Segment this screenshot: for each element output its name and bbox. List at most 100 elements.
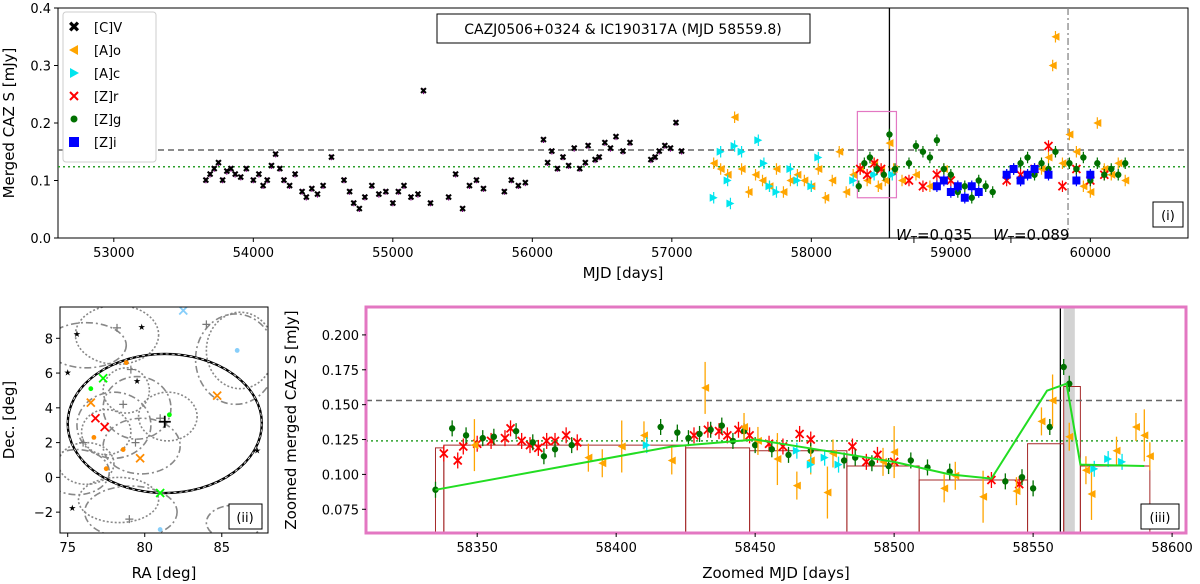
zoom-point bbox=[1012, 487, 1021, 496]
top-point: ✖ bbox=[394, 187, 402, 198]
zoom-point bbox=[517, 436, 527, 446]
top-point: ✖ bbox=[276, 164, 284, 175]
zoom-point bbox=[479, 434, 486, 442]
top-point bbox=[751, 170, 760, 179]
zoom-point bbox=[707, 426, 714, 433]
top-point: ✖ bbox=[346, 187, 354, 198]
top-point bbox=[737, 165, 746, 173]
top-point: ✖ bbox=[210, 164, 218, 175]
top-point bbox=[1009, 165, 1018, 173]
top-point bbox=[842, 188, 851, 196]
top-point bbox=[947, 171, 955, 178]
legend-item-ac: [A]c bbox=[70, 67, 120, 82]
sky-source bbox=[212, 391, 222, 401]
top-point: ✖ bbox=[606, 144, 614, 155]
top-point: ✖ bbox=[227, 164, 235, 175]
sky-grey-ellipse bbox=[102, 375, 172, 440]
zoom-ytick-label: 0.100 bbox=[322, 468, 359, 483]
top-point bbox=[1052, 148, 1059, 155]
top-point: ✖ bbox=[302, 193, 310, 204]
zoom-xtick-label: 58500 bbox=[873, 541, 914, 556]
legend-marker-ao bbox=[69, 45, 78, 55]
zoom-xlabel: Zoomed MJD [days] bbox=[702, 564, 850, 582]
zoom-point bbox=[462, 432, 470, 439]
top-point: ✖ bbox=[255, 170, 263, 181]
top-point bbox=[1086, 170, 1095, 179]
legend-label-ao: [A]o bbox=[94, 44, 121, 59]
top-ticks: 53000 54000 55000 56000 57000 58000 59000 60000… bbox=[30, 2, 1111, 261]
sky-source bbox=[86, 397, 96, 408]
top-point: ✖ bbox=[581, 158, 589, 169]
top-point bbox=[905, 160, 913, 167]
top-point: ✖ bbox=[407, 193, 415, 204]
sky-grey-cross bbox=[79, 438, 88, 447]
top-point: ✖ bbox=[565, 161, 573, 172]
sky-grey-ellipse bbox=[74, 307, 160, 366]
top-point bbox=[989, 188, 996, 196]
zoom-reference-lines bbox=[366, 399, 1186, 442]
top-point bbox=[1094, 160, 1101, 167]
top-point: ✖ bbox=[219, 175, 227, 186]
sky-source bbox=[91, 434, 97, 440]
zoom-block bbox=[443, 444, 687, 533]
top-point: ✖ bbox=[202, 175, 210, 186]
top-point bbox=[1101, 171, 1108, 178]
top-zoom-box bbox=[856, 110, 898, 199]
sky-source bbox=[120, 447, 126, 452]
top-point: ✖ bbox=[223, 167, 231, 178]
top-point bbox=[793, 176, 802, 185]
zoom-point bbox=[794, 429, 805, 439]
sky-source: ★ bbox=[133, 377, 141, 387]
sky-ytick-label: 6 bbox=[45, 367, 53, 382]
top-point bbox=[786, 176, 795, 185]
top-point bbox=[1043, 141, 1054, 151]
sky-grey-cross bbox=[202, 320, 211, 329]
sky-grey-ellipse bbox=[76, 391, 152, 460]
zoom-shaded-region bbox=[1059, 307, 1075, 533]
top-point: ✖ bbox=[308, 184, 316, 195]
zoom-point bbox=[1145, 452, 1154, 461]
top-point bbox=[1108, 165, 1115, 173]
zoom-point bbox=[740, 422, 749, 431]
top-point: ✖ bbox=[319, 181, 327, 192]
top-point: ✖ bbox=[507, 175, 515, 186]
top-point bbox=[1058, 159, 1067, 168]
zoom-point bbox=[540, 453, 548, 460]
zoom-ytick-label: 0.150 bbox=[322, 399, 359, 414]
zoom-ylabel: Zoomed merged CAZ S [mJy] bbox=[282, 310, 300, 529]
top-point bbox=[874, 182, 883, 191]
zoom-point bbox=[986, 475, 997, 485]
top-xtick-label: 60000 bbox=[1070, 246, 1111, 261]
top-point bbox=[1121, 176, 1130, 185]
top-point bbox=[1080, 154, 1087, 161]
top-point bbox=[1016, 176, 1025, 185]
top-point: ✖ bbox=[672, 118, 680, 129]
sky-map-ticks: 75 80 85 −2 0 2 4 6 8 bbox=[34, 332, 230, 556]
top-point: ✖ bbox=[368, 181, 376, 192]
zoom-point bbox=[696, 430, 703, 438]
top-point bbox=[961, 183, 968, 190]
top-point bbox=[1051, 32, 1060, 41]
top-point: ✖ bbox=[267, 161, 275, 172]
sky-source: ★ bbox=[68, 504, 76, 514]
top-point bbox=[1030, 165, 1039, 173]
zoom-point bbox=[1065, 432, 1074, 441]
legend-item-ao: [A]o bbox=[69, 44, 121, 59]
zoom-blocks bbox=[434, 386, 1151, 533]
top-point: ✖ bbox=[521, 178, 529, 189]
zoom-point bbox=[598, 459, 607, 468]
top-point bbox=[932, 182, 941, 191]
zoom-point bbox=[792, 446, 801, 455]
top-point bbox=[1017, 160, 1024, 167]
top-point bbox=[960, 193, 969, 202]
zoom-point bbox=[806, 460, 815, 469]
zoom-point bbox=[768, 446, 776, 453]
zoom-point bbox=[529, 439, 536, 446]
sky-grey-ellipse bbox=[80, 408, 132, 456]
top-ytick-label: 0.3 bbox=[30, 60, 51, 75]
sky-map-sources: ★ ★ ★ ★ ★ ★ bbox=[64, 307, 261, 532]
top-point: ✖ bbox=[355, 204, 363, 215]
sky-source bbox=[123, 360, 129, 366]
zoom-point bbox=[470, 441, 479, 450]
top-point bbox=[1066, 160, 1073, 167]
